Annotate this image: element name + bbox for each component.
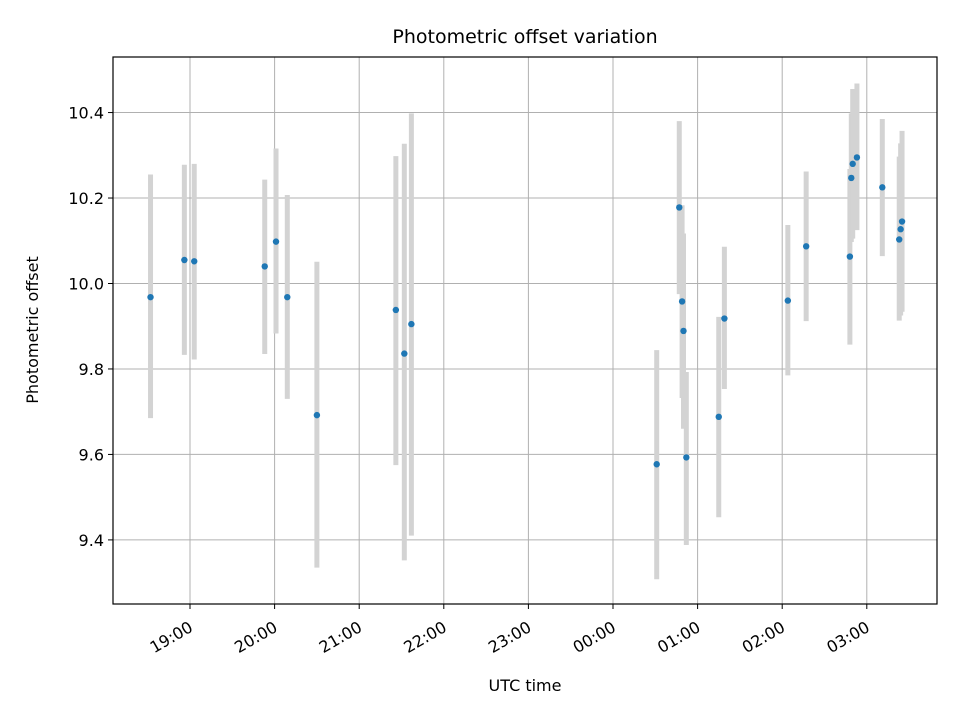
data-point bbox=[653, 461, 660, 468]
data-point bbox=[715, 413, 722, 421]
data-point bbox=[849, 160, 856, 168]
data-point bbox=[181, 256, 188, 264]
plot-frame bbox=[112, 56, 938, 605]
y-axis-label: Photometric offset bbox=[23, 256, 42, 404]
data-point bbox=[846, 253, 854, 260]
data-point bbox=[853, 154, 861, 161]
data-point bbox=[284, 293, 291, 301]
marker-layer bbox=[147, 154, 906, 468]
data-point bbox=[313, 411, 321, 419]
data-point bbox=[897, 226, 904, 233]
data-point bbox=[392, 306, 400, 314]
data-point bbox=[147, 293, 154, 301]
data-point bbox=[408, 320, 415, 328]
data-point bbox=[261, 263, 268, 270]
data-point bbox=[898, 218, 906, 225]
data-point bbox=[272, 238, 280, 245]
data-point bbox=[896, 236, 903, 243]
y-tick-label: 9.8 bbox=[79, 360, 104, 379]
data-point bbox=[191, 258, 198, 265]
data-point bbox=[678, 298, 686, 305]
data-point bbox=[784, 297, 792, 304]
y-tick-label: 10.0 bbox=[68, 274, 104, 293]
data-point bbox=[802, 243, 810, 250]
y-tick-label: 10.4 bbox=[68, 104, 104, 123]
data-point bbox=[676, 204, 683, 211]
data-point bbox=[680, 327, 687, 335]
data-point bbox=[721, 315, 728, 322]
x-axis-label: UTC time bbox=[489, 676, 562, 695]
y-tick-label: 10.2 bbox=[68, 189, 104, 208]
y-tick-label: 9.6 bbox=[79, 445, 104, 464]
y-tick-label: 9.4 bbox=[79, 531, 104, 550]
data-point bbox=[683, 454, 690, 461]
data-point bbox=[401, 350, 408, 357]
data-point bbox=[879, 184, 886, 191]
grid-layer bbox=[113, 57, 937, 604]
data-point bbox=[848, 174, 855, 182]
plot-area-background bbox=[113, 57, 937, 604]
chart-title: Photometric offset variation bbox=[392, 26, 657, 48]
